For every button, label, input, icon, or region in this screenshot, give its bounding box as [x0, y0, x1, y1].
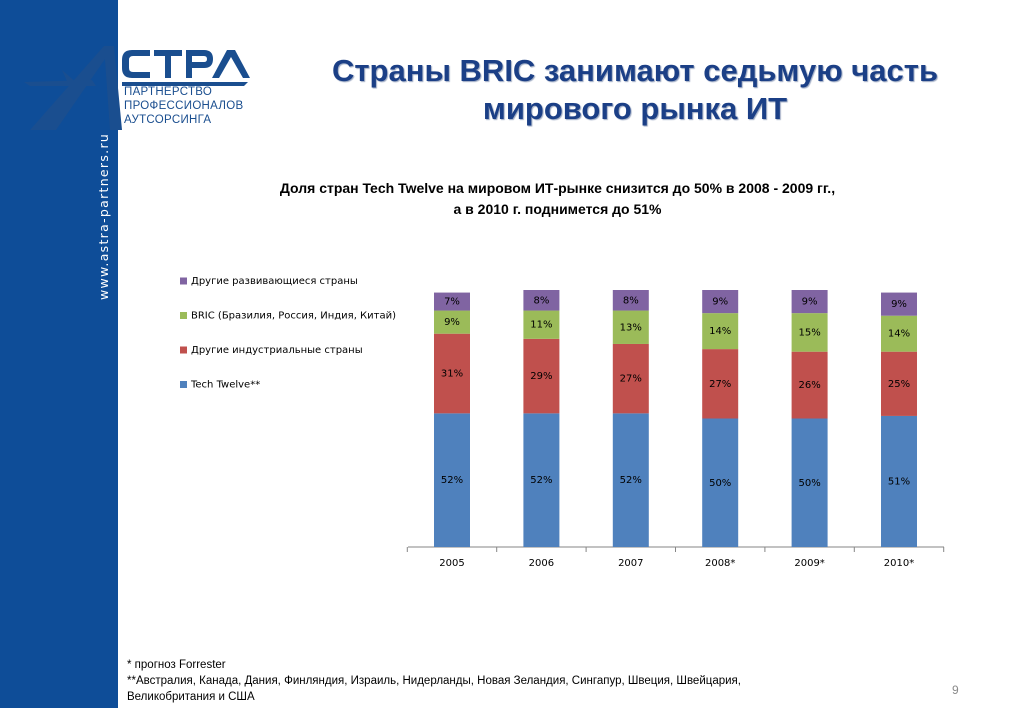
page-number: 9: [952, 683, 959, 697]
bar-segment: [612, 310, 649, 344]
bar-segment: [612, 413, 649, 547]
bar-segment: [612, 290, 649, 311]
data-label: 27%: [709, 379, 731, 390]
bar-segment: [702, 349, 739, 419]
bar-segment: [702, 418, 739, 547]
bar-segment: [702, 290, 739, 314]
chart-title: Доля стран Tech Twelve на мировом ИТ-рын…: [170, 178, 945, 220]
bar-segment: [702, 313, 739, 350]
chart-title-line-2: а в 2010 г. поднимется до 51%: [453, 201, 662, 217]
data-label: 11%: [530, 320, 552, 331]
bar-segment: [791, 290, 828, 314]
data-label: 52%: [530, 475, 552, 486]
bar-segment: [434, 310, 470, 334]
bar-segment: [523, 338, 560, 414]
data-label: 14%: [888, 329, 910, 340]
bar-segment: [612, 343, 649, 414]
data-label: 51%: [888, 476, 910, 487]
data-label: 14%: [709, 326, 731, 337]
legend-label: Другие развивающиеся страны: [191, 276, 358, 287]
x-tick-label: 2005: [439, 558, 464, 569]
slide-title-line-2: мирового рынка ИТ: [482, 91, 788, 126]
x-tick-label: 2007: [618, 558, 643, 569]
bar-segment: [434, 333, 470, 414]
data-label: 31%: [441, 369, 463, 380]
legend-swatch: [180, 346, 187, 354]
data-label: 13%: [620, 322, 642, 333]
footnote-countries-cont: Великобритания и США: [127, 691, 255, 703]
legend-label: Другие индустриальные страны: [191, 345, 363, 356]
bar-segment: [523, 413, 560, 547]
bar-segment: [881, 351, 917, 416]
slide-title-line-1: Страны BRIC занимают седьмую часть: [331, 53, 938, 88]
x-tick-label: 2009*: [794, 558, 824, 569]
footnotes: * прогноз Forrester **Австралия, Канада,…: [127, 657, 887, 705]
bar-segment: [881, 415, 917, 547]
logo-line-1: ПАРТНЕРСТВО: [124, 86, 213, 98]
data-label: 8%: [533, 295, 549, 306]
data-label: 9%: [802, 297, 818, 308]
x-tick-label: 2008*: [705, 558, 735, 569]
legend-swatch: [180, 277, 187, 285]
x-tick-label: 2006: [529, 558, 554, 569]
legend-label: BRIC (Бразилия, Россия, Индия, Китай): [191, 311, 396, 322]
data-label: 9%: [891, 299, 907, 310]
bar-segment: [791, 351, 828, 419]
data-label: 52%: [620, 475, 642, 486]
footnote-countries: **Австралия, Канада, Дания, Финляндия, И…: [127, 675, 741, 687]
legend-label: Tech Twelve**: [190, 380, 260, 391]
logo-line-3: АУТСОРСИНГА: [124, 114, 212, 126]
data-label: 52%: [441, 475, 463, 486]
bar-segment: [881, 292, 917, 316]
legend-swatch: [180, 312, 187, 319]
data-label: 25%: [888, 379, 910, 390]
bar-segment: [791, 418, 828, 547]
data-label: 27%: [620, 374, 642, 385]
data-label: 15%: [798, 327, 820, 338]
astra-logo-mark: [24, 46, 250, 130]
bar-segment: [791, 313, 828, 352]
bar-segment: [434, 292, 470, 311]
data-label: 50%: [709, 478, 731, 489]
chart-title-line-1: Доля стран Tech Twelve на мировом ИТ-рын…: [279, 180, 836, 196]
data-label: 7%: [444, 297, 460, 308]
data-label: 26%: [798, 380, 820, 391]
bar-segment: [523, 310, 560, 339]
bar-segment: [523, 290, 560, 311]
bar-segment: [434, 413, 470, 547]
logo-line-2: ПРОФЕССИОНАЛОВ: [124, 100, 244, 112]
x-tick-label: 2010*: [884, 558, 914, 569]
data-label: 9%: [712, 297, 728, 308]
legend-swatch: [180, 381, 187, 388]
astra-logo[interactable]: [22, 40, 262, 140]
data-label: 9%: [444, 317, 460, 328]
data-label: 50%: [798, 478, 820, 489]
footnote-forecast: * прогноз Forrester: [127, 659, 226, 671]
data-label: 29%: [530, 371, 552, 382]
slide-title: Страны BRIC занимают седьмую часть миров…: [265, 52, 1005, 128]
bar-segment: [881, 315, 917, 352]
data-label: 8%: [623, 295, 639, 306]
